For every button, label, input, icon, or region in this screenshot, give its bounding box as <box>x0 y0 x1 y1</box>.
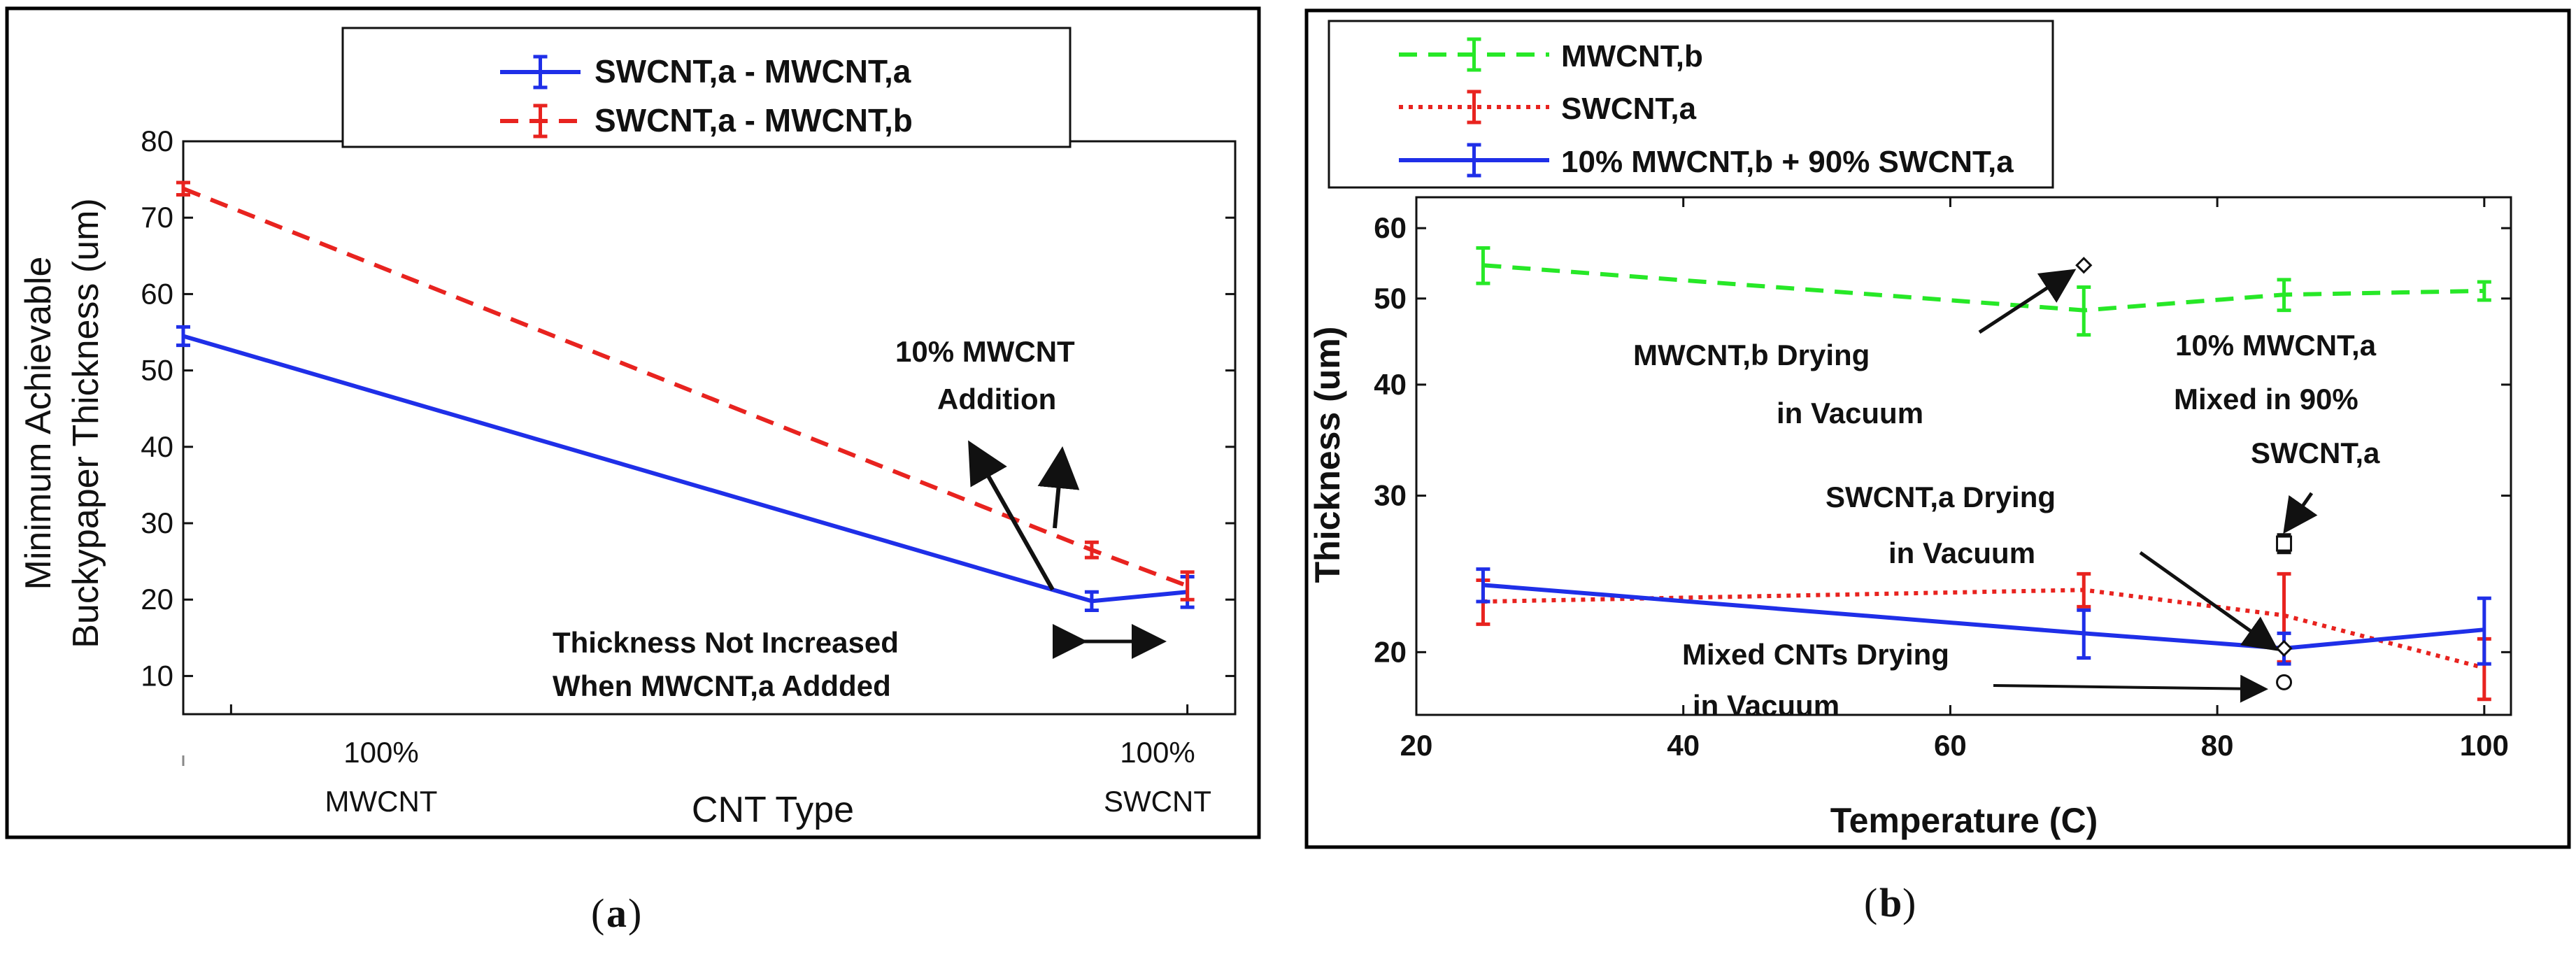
b-annot-mwcnt-vac-line1: MWCNT,b Drying <box>1633 339 1870 371</box>
a-legend-label-1: SWCNT,a - MWCNT,b <box>595 102 913 138</box>
a-legend-label-0: SWCNT,a - MWCNT,a <box>595 53 911 90</box>
b-xtick-label-2: 60 <box>1934 729 1967 762</box>
b-xtick-label-3: 80 <box>2201 729 2234 762</box>
a-caption-open: ( <box>591 890 604 936</box>
panel-b-caption: ( b ) <box>1864 880 1916 925</box>
b-annot-mixed-a-line1: 10% MWCNT,a <box>2175 329 2377 362</box>
a-ytick-label-7: 80 <box>141 125 173 157</box>
a-caption-letter: a <box>606 890 627 936</box>
b-xtick-label-0: 20 <box>1400 729 1433 762</box>
a-ytick-label-0: 10 <box>141 659 173 692</box>
b-legend-entry-2 <box>1399 143 1549 178</box>
b-marker-swcnt_vac <box>2275 639 2293 657</box>
b-caption-close: ) <box>1902 880 1916 925</box>
a-annot-mwcnt-add-line2: Addition <box>937 383 1056 415</box>
b-arrow-swcnt-vac <box>2139 550 2279 651</box>
a-legend-entry-1 <box>500 104 581 138</box>
panel-a-y-axis: 10 20 30 40 50 60 70 80 <box>141 125 1235 714</box>
b-xtick-label-4: 100 <box>2460 729 2509 762</box>
b-ytick-label-3: 50 <box>1374 282 1407 315</box>
panel-b-legend-entries: MWCNT,b SWCNT,a 10% MWCNT,b + 90% SWCNT,… <box>1399 37 2014 179</box>
panel-a-legend <box>341 27 1072 148</box>
b-ytick-label-4: 60 <box>1374 211 1407 244</box>
a-ytick-label-6: 70 <box>141 201 173 234</box>
b-annot-mixed-a-line2: Mixed in 90% <box>2174 383 2358 415</box>
b-x-axis-label: Temperature (C) <box>1830 801 2098 840</box>
b-legend-label-0: MWCNT,b <box>1561 39 1703 73</box>
b-ytick-label-1: 30 <box>1374 479 1407 512</box>
panel-a-caption: ( a ) <box>591 890 641 936</box>
b-marker-mixed_vac <box>2276 674 2293 690</box>
a-x-axis-label: CNT Type <box>692 790 854 830</box>
b-xtick-label-1: 40 <box>1667 729 1700 762</box>
panel-a-annotations: 10% MWCNT Addition Thickness Not Increas… <box>553 335 1167 702</box>
b-marker-mwcnt_vac <box>2075 257 2093 274</box>
a-legend-entry-0 <box>500 55 581 90</box>
a-ytick-label-3: 40 <box>141 430 173 463</box>
a-ytick-label-4: 50 <box>141 354 173 387</box>
panel-a-series <box>176 180 1195 612</box>
b-annot-mixed-vac-line2: in Vacuum <box>1693 689 1840 722</box>
b-arrow-mwcnt-vac <box>1978 269 2077 334</box>
a-ytick-label-1: 20 <box>141 583 173 616</box>
panel-b-axes <box>1415 196 2512 716</box>
panel-a-axes <box>182 140 1237 716</box>
a-caption-close: ) <box>628 890 641 936</box>
b-series-2-line <box>1483 583 2485 651</box>
b-ytick-label-2: 40 <box>1374 368 1407 401</box>
panel-b-series <box>1476 246 2491 702</box>
b-marker-mixed_a <box>2276 535 2293 552</box>
a-xcat-0-line2: MWCNT <box>325 785 438 818</box>
b-y-axis-label: Thickness (um) <box>1308 327 1347 583</box>
b-arrow-mixed-a <box>2283 492 2318 534</box>
panel-a-legend-entries: SWCNT,a - MWCNT,a SWCNT,a - MWCNT,b <box>500 53 913 138</box>
b-legend-entry-0 <box>1399 37 1549 72</box>
panel-a-x-axis: 100% MWCNT 100% SWCNT <box>325 736 1211 818</box>
b-arrow-mixed-vac <box>1993 674 2268 703</box>
panel-b-x-axis: 20 40 60 80 100 <box>1400 197 2509 762</box>
b-legend-entry-1 <box>1399 90 1549 125</box>
a-annot-not-increased-line1: Thickness Not Increased <box>553 626 899 659</box>
a-y-axis-label-line2: Buckypaper Thickness (um) <box>66 198 106 648</box>
panel-b-markers <box>2075 257 2293 690</box>
b-legend-label-2: 10% MWCNT,b + 90% SWCNT,a <box>1561 145 2014 179</box>
a-arrow-addition-left <box>968 440 1055 591</box>
b-caption-letter: b <box>1879 880 1902 925</box>
b-caption-open: ( <box>1864 880 1877 925</box>
a-xcat-1-line2: SWCNT <box>1104 785 1211 818</box>
b-series-0-line <box>1483 263 2484 313</box>
a-ytick-label-2: 30 <box>141 506 173 539</box>
b-annot-mixed-a-line3: SWCNT,a <box>2251 436 2380 469</box>
a-y-axis-label-line1: Minimum Achievable <box>18 257 59 590</box>
a-arrow-addition-right <box>1037 446 1080 529</box>
b-ytick-label-0: 20 <box>1374 635 1407 668</box>
a-annot-mwcnt-add-line1: 10% MWCNT <box>895 335 1075 368</box>
b-annot-swcnt-vac-line2: in Vacuum <box>1888 537 2035 569</box>
b-annot-mixed-vac-line1: Mixed CNTs Drying <box>1682 638 1949 671</box>
a-ytick-label-5: 60 <box>141 277 173 310</box>
b-annot-swcnt-vac-line1: SWCNT,a Drying <box>1826 481 2056 513</box>
panel-b-y-axis: 20 30 40 50 60 <box>1374 211 2511 668</box>
b-annot-mwcnt-vac-line2: in Vacuum <box>1777 397 1923 429</box>
b-legend-label-1: SWCNT,a <box>1561 92 1697 126</box>
a-xcat-0-line1: 100% <box>343 736 418 769</box>
panel-b-annotations: MWCNT,b Drying in Vacuum 10% MWCNT,a Mix… <box>1633 269 2380 722</box>
a-annot-not-increased-line2: When MWCNT,a Addded <box>553 669 891 702</box>
a-xcat-1-line1: 100% <box>1120 736 1195 769</box>
